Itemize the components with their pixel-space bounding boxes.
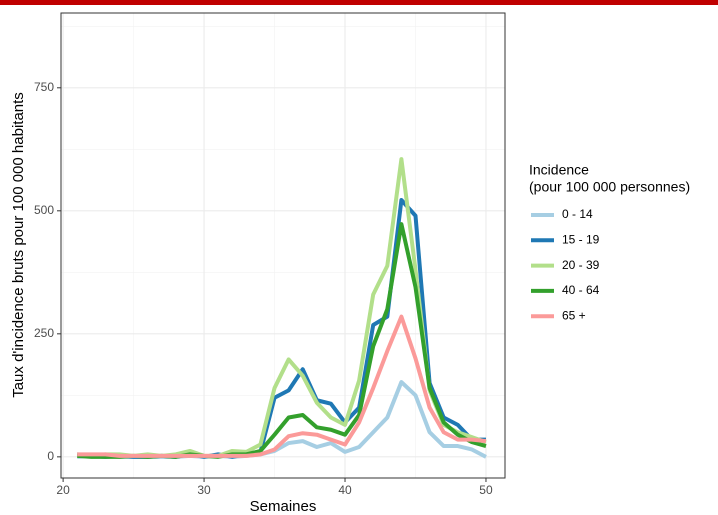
y-axis-label: Taux d'incidence bruts pour 100 000 habi…	[10, 92, 27, 398]
legend-title: (pour 100 000 personnes)	[529, 179, 690, 195]
y-tick-label: 750	[34, 80, 54, 94]
x-axis-label: Semaines	[250, 498, 317, 515]
grid	[61, 13, 505, 478]
x-tick-label: 40	[338, 483, 352, 497]
legend-label: 65 +	[562, 308, 586, 322]
legend-title: Incidence	[529, 162, 589, 178]
panel	[61, 13, 505, 478]
y-tick-label: 0	[47, 449, 54, 463]
lines	[77, 157, 487, 459]
y-tick-label: 500	[34, 203, 54, 217]
y-tick-label: 250	[34, 326, 54, 340]
legend-label: 40 - 64	[562, 283, 600, 297]
panel-border	[60, 12, 506, 479]
x-tick-label: 20	[56, 483, 70, 497]
legend: Incidence(pour 100 000 personnes) 0 - 14 1…	[529, 162, 690, 323]
legend-label: 15 - 19	[562, 232, 600, 246]
legend-label: 0 - 14	[562, 207, 593, 221]
top-bar	[0, 0, 718, 5]
x-tick-label: 50	[479, 483, 493, 497]
legend-label: 20 - 39	[562, 258, 600, 272]
x-tick-label: 30	[197, 483, 211, 497]
series-line	[77, 314, 487, 458]
